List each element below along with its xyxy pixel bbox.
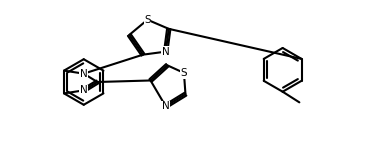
Text: N: N	[80, 85, 87, 95]
Text: N: N	[162, 47, 170, 57]
Text: N: N	[80, 69, 87, 79]
Text: S: S	[181, 68, 187, 78]
Text: N: N	[162, 101, 170, 111]
Text: S: S	[144, 15, 151, 25]
